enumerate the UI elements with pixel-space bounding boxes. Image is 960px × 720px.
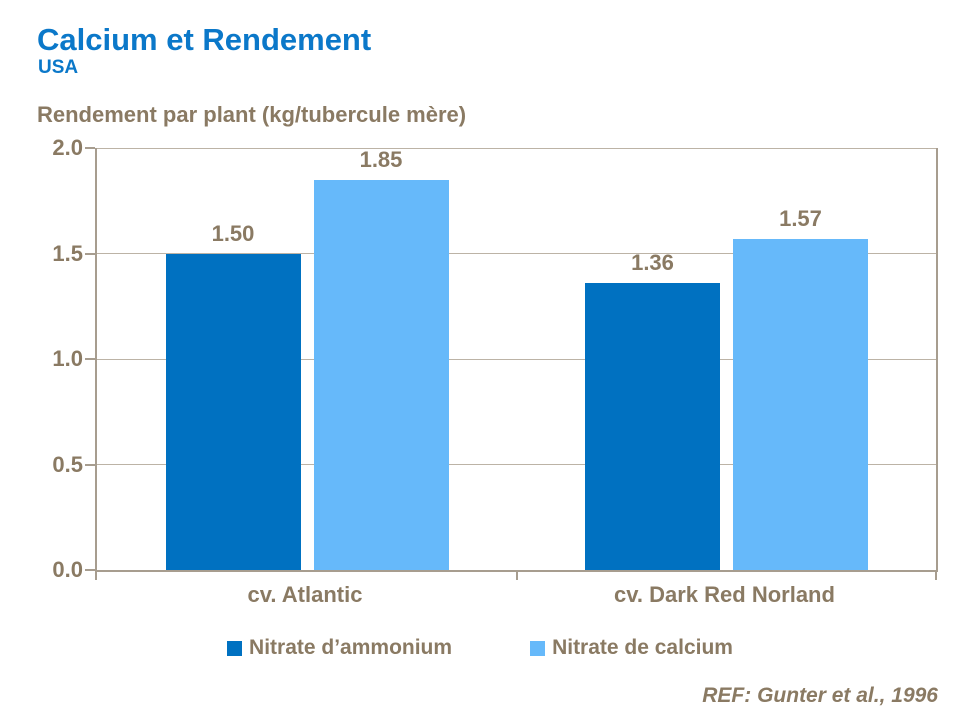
plot-area: 2.0 1.5 1.0 0.5 0.0 1.50 1.85 1.36 1.57 [52,137,938,581]
y-axis-tick-label: 1.5 [52,240,83,266]
category-label: cv. Atlantic [247,582,363,607]
y-axis-tick-mark [85,358,95,360]
bar-nitrate-de-calcium [733,238,868,570]
legend-swatch [530,640,546,656]
legend: Nitrate d’ammonium Nitrate de calcium [0,636,960,660]
bar-nitrate-d-ammonium [165,253,301,570]
page-title: Calcium et Rendement [37,22,372,57]
y-axis-tick-label: 2.0 [52,135,83,160]
y-axis-tick-mark [85,252,95,255]
x-axis-tick-mark [95,572,97,580]
gridline [97,358,936,360]
gridline [97,464,936,465]
bar-value-label: 1.36 [631,250,674,276]
category-axis: cv. Atlantic cv. Dark Red Norland [95,582,934,612]
category-label: cv. Dark Red Norland [614,582,835,607]
bar-value-label: 1.57 [779,205,822,231]
legend-label: Nitrate de calcium [552,636,733,659]
gridline [97,253,936,254]
x-axis-tick-mark [935,572,937,580]
legend-item: Nitrate d’ammonium [227,636,452,660]
y-axis-tick-label: 1.0 [52,346,83,371]
bar-value-label: 1.50 [211,220,255,246]
legend-label: Nitrate d’ammonium [249,636,453,659]
chart-title: Rendement par plant (kg/tubercule mère) [37,102,467,127]
legend-item: Nitrate de calcium [530,636,733,660]
y-axis-tick-mark [85,147,95,149]
bar-nitrate-d-ammonium [585,283,720,570]
gridline [97,148,936,149]
x-axis-tick-mark [516,572,518,580]
bar-nitrate-de-calcium [313,179,449,570]
legend-swatch [227,640,243,656]
y-axis-tick-mark [85,569,95,571]
y-axis-tick-label: 0.5 [52,451,83,477]
y-axis-tick-mark [85,463,95,466]
bar-value-label: 1.85 [359,146,403,172]
y-axis-tick-label: 0.0 [52,557,83,582]
reference-text: REF: Gunter et al., 1996 [702,684,938,707]
page-subtitle: USA [38,57,79,78]
